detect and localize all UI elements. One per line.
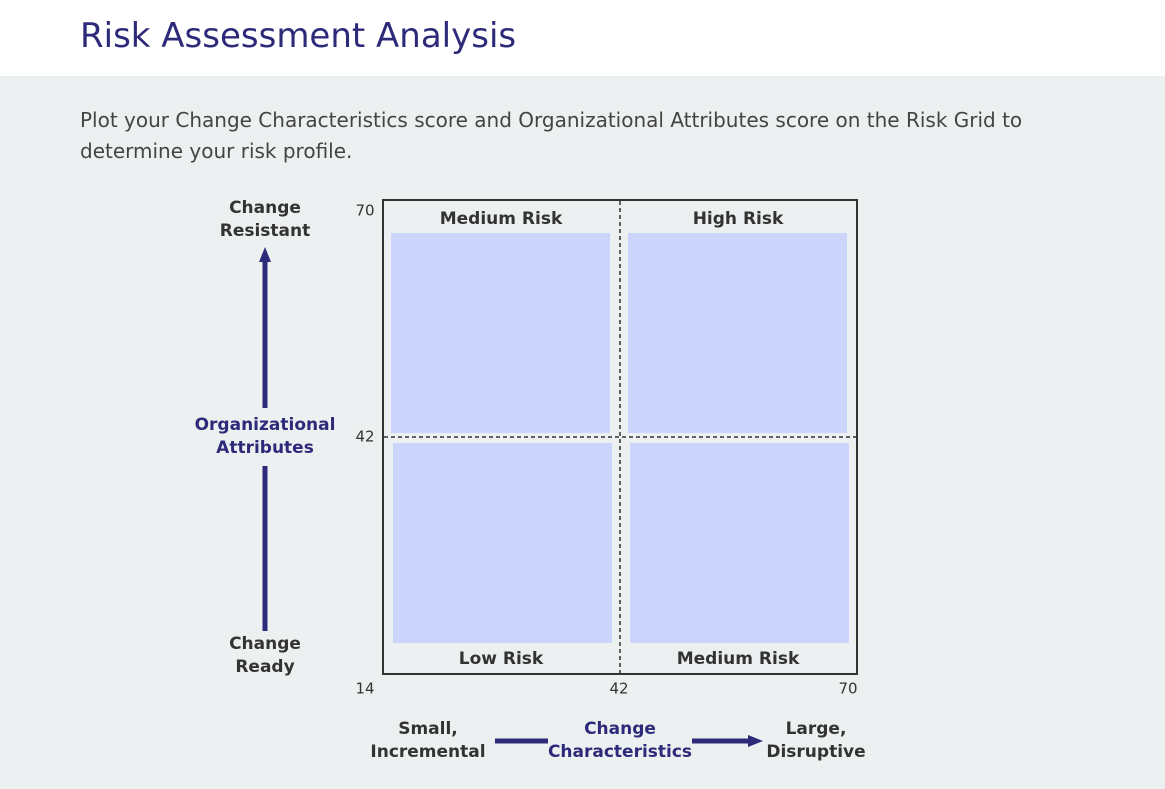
axis-label: Change Characteristics xyxy=(548,719,692,762)
arrow-head xyxy=(748,735,763,747)
quadrant-label: High Risk xyxy=(693,209,784,229)
header: Risk Assessment Analysis xyxy=(0,0,1165,76)
axis-label-line: Change xyxy=(584,719,656,739)
quadrant-label: Low Risk xyxy=(459,649,544,669)
axis-label-line: Change xyxy=(229,198,301,218)
quadrant-label: Medium Risk xyxy=(677,649,800,669)
quadrant xyxy=(630,443,849,643)
x-tick-label: 42 xyxy=(609,680,628,698)
axis-label-line: Resistant xyxy=(220,221,311,241)
axis-label: Change Resistant xyxy=(220,198,311,241)
axis-label-line: Change xyxy=(229,634,301,654)
axis-label: Organizational Attributes xyxy=(195,415,336,458)
axis-label-line: Characteristics xyxy=(548,742,692,762)
quadrant xyxy=(393,443,612,643)
intro-text: Plot your Change Characteristics score a… xyxy=(80,108,1023,163)
y-tick-label: 42 xyxy=(355,428,374,446)
arrow-head xyxy=(259,247,271,262)
axis-label-line: Ready xyxy=(235,657,294,677)
quadrant xyxy=(628,233,847,433)
axis-label-line: Disruptive xyxy=(766,742,865,762)
page-title: Risk Assessment Analysis xyxy=(80,16,517,56)
axis-label: Change Ready xyxy=(229,634,301,677)
x-tick-label: 70 xyxy=(838,680,857,698)
quadrant-label: Medium Risk xyxy=(440,209,563,229)
axis-label: Small, Incremental xyxy=(370,719,485,762)
grid-border xyxy=(382,199,858,675)
axis-label-line: Organizational xyxy=(195,415,336,435)
axis-label: Large, Disruptive xyxy=(766,719,865,762)
axis-label-line: Incremental xyxy=(370,742,485,762)
quadrant xyxy=(391,233,610,433)
y-tick-label: 70 xyxy=(355,202,374,220)
y-tick-label: 14 xyxy=(355,680,374,698)
axis-label-line: Large, xyxy=(786,719,847,739)
axis-label-line: Attributes xyxy=(216,438,314,458)
axis-label-line: Small, xyxy=(398,719,458,739)
